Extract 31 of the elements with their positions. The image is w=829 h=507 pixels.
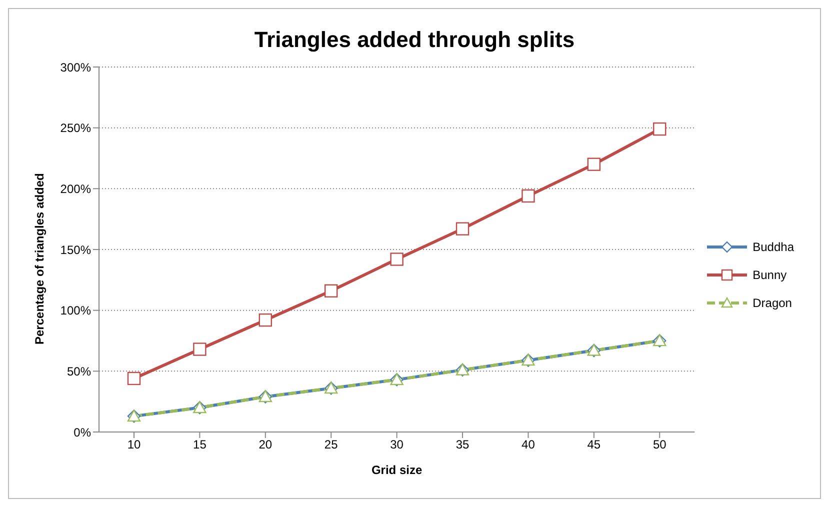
y-tick-label: 100%	[60, 304, 92, 318]
y-tick-label: 0%	[74, 425, 92, 440]
point	[587, 158, 601, 171]
y-tick-label: 200%	[60, 182, 92, 196]
point	[193, 342, 206, 356]
legend-label: Dragon	[752, 296, 792, 310]
y-tick-label: 300%	[60, 60, 92, 74]
point	[522, 189, 535, 203]
x-axis-title: Grid size	[371, 463, 422, 477]
legend-label: Buddha	[752, 240, 794, 254]
point	[258, 313, 272, 327]
y-tick-label: 250%	[60, 121, 92, 136]
x-tick-label: 40	[522, 438, 536, 452]
y-tick-label: 50%	[66, 364, 92, 378]
x-tick-label: 35	[456, 438, 470, 452]
x-tick-label: 50	[652, 438, 667, 452]
point	[653, 122, 666, 136]
x-tick-label: 45	[587, 438, 601, 452]
x-tick-label: 10	[127, 438, 141, 452]
y-tick-label: 150%	[60, 242, 92, 257]
point	[324, 284, 338, 298]
point	[390, 252, 404, 266]
legend-label: Bunny	[752, 268, 787, 282]
point	[127, 372, 141, 386]
point	[456, 222, 470, 236]
x-tick-label: 30	[390, 438, 404, 452]
x-tick-label: 15	[193, 438, 207, 452]
x-tick-label: 25	[324, 438, 338, 452]
y-axis-title: Percentage of triangles added	[32, 173, 46, 344]
x-tick-label: 20	[258, 438, 272, 452]
chart-title: Triangles added through splits	[253, 27, 576, 54]
